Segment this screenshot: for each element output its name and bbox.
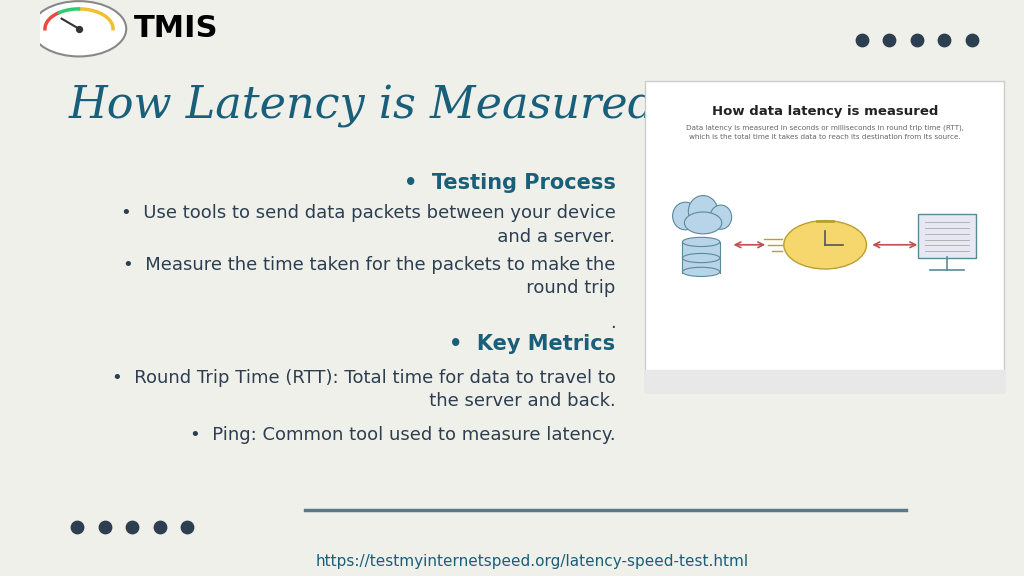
Point bbox=[69, 522, 85, 532]
Text: •  Ping: Common tool used to measure latency.: • Ping: Common tool used to measure late… bbox=[189, 426, 615, 444]
Text: .: . bbox=[609, 314, 615, 332]
Text: How data latency is measured: How data latency is measured bbox=[712, 105, 938, 118]
Bar bbox=[682, 258, 720, 273]
Ellipse shape bbox=[682, 253, 720, 263]
Text: https://testmyinternetspeed.org/latency-speed-test.html: https://testmyinternetspeed.org/latency-… bbox=[315, 554, 749, 569]
Circle shape bbox=[783, 221, 866, 269]
Bar bbox=[645, 370, 1005, 392]
Point bbox=[124, 522, 140, 532]
Bar bbox=[682, 242, 720, 257]
Text: and a server.: and a server. bbox=[458, 228, 615, 245]
Text: •  Testing Process: • Testing Process bbox=[403, 173, 615, 193]
Point bbox=[179, 522, 196, 532]
Point bbox=[96, 522, 113, 532]
Circle shape bbox=[32, 1, 126, 56]
Point bbox=[964, 36, 980, 45]
Text: How Latency is Measured: How Latency is Measured bbox=[70, 84, 657, 127]
FancyBboxPatch shape bbox=[919, 214, 976, 258]
Point bbox=[71, 24, 87, 33]
Text: round trip: round trip bbox=[486, 279, 615, 297]
Point bbox=[152, 522, 168, 532]
Ellipse shape bbox=[682, 237, 720, 247]
FancyBboxPatch shape bbox=[645, 81, 1005, 392]
Text: •  Key Metrics: • Key Metrics bbox=[450, 334, 615, 354]
Point bbox=[936, 36, 952, 45]
Text: •  Round Trip Time (RTT): Total time for data to travel to: • Round Trip Time (RTT): Total time for … bbox=[112, 369, 615, 386]
Point bbox=[908, 36, 925, 45]
Text: TMIS: TMIS bbox=[134, 14, 218, 43]
Ellipse shape bbox=[688, 196, 718, 227]
Ellipse shape bbox=[673, 202, 698, 230]
Point bbox=[853, 36, 869, 45]
Text: Data latency is measured in seconds or milliseconds in round trip time (RTT),
wh: Data latency is measured in seconds or m… bbox=[686, 125, 965, 140]
Ellipse shape bbox=[684, 212, 722, 234]
Ellipse shape bbox=[682, 267, 720, 276]
Ellipse shape bbox=[710, 205, 731, 229]
Text: the server and back.: the server and back. bbox=[389, 392, 615, 410]
Text: •  Measure the time taken for the packets to make the: • Measure the time taken for the packets… bbox=[123, 256, 615, 274]
Text: •  Use tools to send data packets between your device: • Use tools to send data packets between… bbox=[121, 204, 615, 222]
Point bbox=[881, 36, 897, 45]
